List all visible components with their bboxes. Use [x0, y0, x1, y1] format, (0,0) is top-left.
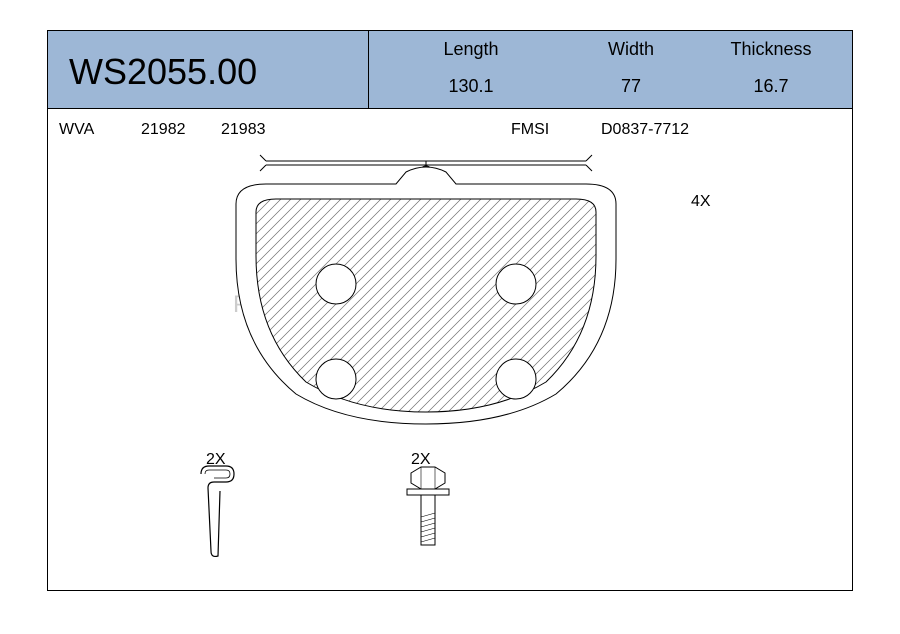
wva-code-1: 21982	[141, 121, 186, 139]
fmsi-code: D0837-7712	[601, 121, 689, 139]
wva-code-2: 21983	[221, 121, 266, 139]
pad-qty-label: 4X	[691, 193, 711, 211]
brake-pad-drawing	[176, 144, 676, 434]
dim-value-width: 77	[591, 76, 671, 97]
dim-label-width: Width	[591, 39, 671, 60]
dim-label-length: Length	[431, 39, 511, 60]
clip-drawing	[186, 456, 256, 566]
part-number: WS2055.00	[69, 51, 257, 93]
dim-value-length: 130.1	[431, 76, 511, 97]
bolt-drawing	[391, 461, 461, 561]
dim-label-thickness: Thickness	[721, 39, 821, 60]
dim-value-thickness: 16.7	[721, 76, 821, 97]
header-divider	[368, 31, 369, 109]
fmsi-label: FMSI	[511, 121, 549, 139]
spec-sheet: WS2055.00 Length Width Thickness 130.1 7…	[47, 30, 853, 591]
wva-label: WVA	[59, 121, 94, 139]
